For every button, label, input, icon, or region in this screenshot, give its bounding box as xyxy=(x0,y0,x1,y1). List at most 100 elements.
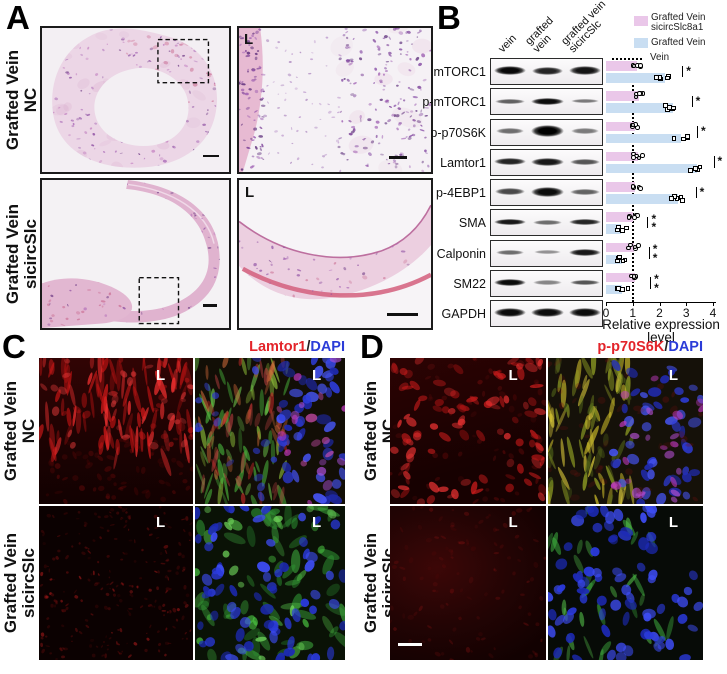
sig-stars-p-mTORC1: * xyxy=(695,93,701,108)
panel-c-row2-label: Grafted Vein sicircSlc xyxy=(1,532,38,634)
texture-layer xyxy=(548,358,703,504)
x-tick xyxy=(659,302,661,306)
sig-bracket-p-4EBP1 xyxy=(695,186,697,198)
x-tick-label: 1 xyxy=(629,306,637,320)
x-tick xyxy=(606,302,607,306)
x-tick xyxy=(713,302,714,306)
data-point xyxy=(632,215,638,220)
blot-row-Lamtor1 xyxy=(490,148,603,176)
panel-b-label: B xyxy=(437,0,461,36)
data-point xyxy=(628,242,633,248)
inset-box xyxy=(139,278,178,324)
sig-bracket-Calponin xyxy=(648,247,650,259)
bar-SMA-sicircslc8a1 xyxy=(606,212,633,222)
data-point xyxy=(631,154,636,160)
if-image-pp70s6k-nc-red: L xyxy=(390,358,546,504)
sig-bracket-Lamtor1 xyxy=(713,156,715,168)
he-image-nc-zoom: L xyxy=(237,26,433,174)
data-point xyxy=(616,254,622,260)
legend-label-grafted-vein: Grafted Vein xyxy=(651,37,706,48)
panel-a-label: A xyxy=(6,0,30,36)
scale-bar xyxy=(397,643,422,647)
protein-label-p-mTORC1: p-mTORC1 xyxy=(422,95,486,110)
panel-d-title-blue: DAPI xyxy=(668,339,703,355)
blot-band xyxy=(531,186,564,197)
sig-bracket-SMA xyxy=(647,216,649,229)
data-point xyxy=(625,286,631,291)
blot-band xyxy=(531,66,564,76)
sig-bracket-p-mTORC1 xyxy=(691,95,693,108)
data-point xyxy=(637,91,642,96)
blot-band xyxy=(569,218,601,226)
bar-SM22-grafted-vein xyxy=(606,284,623,295)
lumen-label: L xyxy=(312,514,322,532)
texture-layer xyxy=(39,506,193,660)
bar-mTORC1-sicircslc8a1 xyxy=(606,61,637,71)
texture-layer xyxy=(548,506,703,660)
data-point xyxy=(633,94,639,100)
blot-band xyxy=(568,66,602,76)
blot-band xyxy=(531,308,564,318)
x-tick-label: 0 xyxy=(602,306,610,320)
if-image-lamtor1-sicircslc-merge: L xyxy=(195,506,345,660)
if-image-lamtor1-nc-red: L xyxy=(39,358,193,504)
data-point xyxy=(616,286,621,291)
blot-band xyxy=(493,308,527,318)
blot-row-p-mTORC1 xyxy=(490,88,603,116)
sig-bracket-SM22 xyxy=(650,277,652,289)
if-image-pp70s6k-sicircslc-red: L xyxy=(390,506,546,660)
data-point xyxy=(636,155,642,161)
x-axis xyxy=(606,302,716,303)
data-point xyxy=(626,215,632,220)
bar-p-mTORC1-grafted-vein xyxy=(606,103,673,113)
he-image-sicircslc-zoom: L xyxy=(237,178,433,330)
data-point xyxy=(624,225,629,231)
data-point xyxy=(697,164,703,170)
scale-bar xyxy=(202,154,219,158)
sig-stars-SMA: * * xyxy=(651,211,657,235)
data-point xyxy=(620,287,625,292)
blot-band xyxy=(494,158,526,166)
legend-label-vein: Vein xyxy=(650,52,670,63)
protein-label-Lamtor1: Lamtor1 xyxy=(440,155,486,170)
blot-band xyxy=(568,249,602,256)
if-image-pp70s6k-nc-merge: L xyxy=(548,358,703,504)
bar-p-4EBP1-grafted-vein xyxy=(606,194,679,204)
data-point xyxy=(630,122,636,128)
protein-label-SM22: SM22 xyxy=(453,276,486,291)
sig-stars-SM22: * * xyxy=(654,272,659,295)
he-image-sicircslc-overview xyxy=(40,178,231,330)
blot-band xyxy=(533,280,562,285)
data-point xyxy=(688,168,693,173)
legend-label-sicircslc8a1: Grafted Vein sicircSlc8a1 xyxy=(651,12,706,34)
sig-bracket-mTORC1 xyxy=(682,65,684,77)
blot-row-mTORC1 xyxy=(490,58,603,85)
bar-Lamtor1-sicircslc8a1 xyxy=(606,151,639,162)
panel-c-title: Lamtor1/DAPI xyxy=(249,339,345,355)
data-point xyxy=(669,196,674,201)
blot-band xyxy=(531,125,564,138)
inset-box xyxy=(158,40,208,83)
lumen-label: L xyxy=(668,367,679,385)
data-point xyxy=(615,258,620,264)
blot-band xyxy=(568,308,602,318)
panel-a-row2-label: Grafted Vein sicircSlc xyxy=(3,203,40,305)
bar-SM22-sicircslc8a1 xyxy=(606,272,636,283)
blot-row-SMA xyxy=(490,209,603,237)
blot-band xyxy=(570,128,600,135)
blot-band xyxy=(533,219,562,225)
blot-band xyxy=(570,279,600,286)
texture-layer xyxy=(390,506,546,660)
blot-band xyxy=(495,98,525,104)
panel-c-row1-label: Grafted Vein NC xyxy=(1,380,38,482)
sig-bracket-p-p70S6K xyxy=(696,126,698,138)
sig-stars-mTORC1: * xyxy=(686,63,691,78)
blot-band xyxy=(570,188,600,196)
lane-label-grafted-vein: grafted vein xyxy=(523,14,556,56)
blot-band xyxy=(570,158,600,165)
bar-SMA-grafted-vein xyxy=(606,224,621,234)
scale-bar xyxy=(202,304,217,307)
blot-band xyxy=(493,218,527,226)
panel-d-label: D xyxy=(360,328,384,365)
